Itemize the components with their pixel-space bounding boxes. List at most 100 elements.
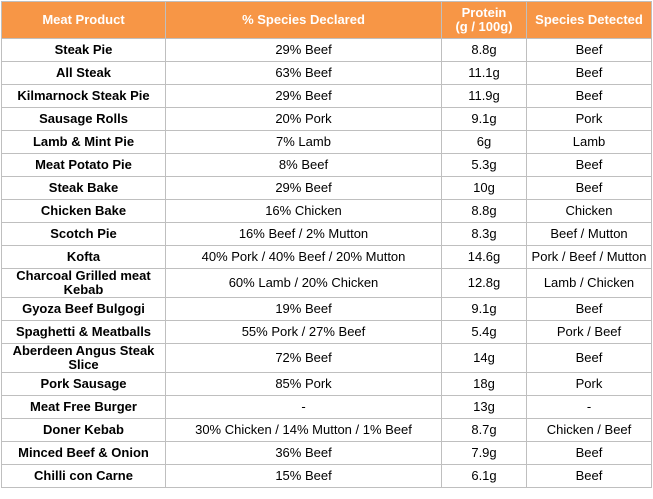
product-cell: Scotch Pie: [1, 222, 166, 246]
product-cell: Minced Beef & Onion: [1, 441, 166, 465]
data-cell: Beef: [526, 153, 652, 177]
data-cell: 6.1g: [441, 464, 527, 488]
table-row: Aberdeen Angus Steak Slice 72% Beef 14g Bee…: [1, 343, 652, 373]
data-cell: 8.3g: [441, 222, 527, 246]
product-cell: Charcoal Grilled meat Kebab: [1, 268, 166, 298]
data-cell: 9.1g: [441, 107, 527, 131]
data-cell: 60% Lamb / 20% Chicken: [165, 268, 442, 298]
data-cell: Chicken: [526, 199, 652, 223]
table-row: Meat Free Burger -13g -: [1, 395, 652, 419]
data-cell: 12.8g: [441, 268, 527, 298]
data-cell: Beef: [526, 61, 652, 85]
data-cell: Lamb / Chicken: [526, 268, 652, 298]
data-cell: 36% Beef: [165, 441, 442, 465]
data-cell: 29% Beef: [165, 38, 442, 62]
product-cell: Doner Kebab: [1, 418, 166, 442]
product-cell: Chilli con Carne: [1, 464, 166, 488]
data-cell: Beef: [526, 297, 652, 321]
product-cell: All Steak: [1, 61, 166, 85]
data-cell: Lamb: [526, 130, 652, 154]
header-row: Meat Product% Species Declared Protein (g…: [1, 1, 652, 39]
data-cell: Beef: [526, 176, 652, 200]
product-cell: Pork Sausage: [1, 372, 166, 396]
data-cell: Pork / Beef: [526, 320, 652, 344]
data-cell: 9.1g: [441, 297, 527, 321]
table-row: Kofta 40% Pork / 40% Beef / 20% Mutton 14.…: [1, 245, 652, 269]
header-cell: Protein (g / 100g): [441, 1, 527, 39]
table-row: Lamb & Mint Pie 7% Lamb 6g Lamb: [1, 130, 652, 154]
header-cell: % Species Declared: [165, 1, 442, 39]
table-row: Minced Beef & Onion 36% Beef 7.9g Beef: [1, 441, 652, 465]
data-cell: 14g: [441, 343, 527, 373]
data-cell: Beef: [526, 441, 652, 465]
data-cell: Pork / Beef / Mutton: [526, 245, 652, 269]
product-cell: Steak Pie: [1, 38, 166, 62]
data-cell: Beef / Mutton: [526, 222, 652, 246]
data-cell: 5.3g: [441, 153, 527, 177]
data-cell: Beef: [526, 84, 652, 108]
data-cell: 19% Beef: [165, 297, 442, 321]
table-row: Steak Pie 29% Beef 8.8g Beef: [1, 38, 652, 62]
data-cell: 8.7g: [441, 418, 527, 442]
table-row: Chilli con Carne 15% Beef 6.1g Beef: [1, 464, 652, 488]
data-cell: 55% Pork / 27% Beef: [165, 320, 442, 344]
table-row: Spaghetti & Meatballs 55% Pork / 27% Beef…: [1, 320, 652, 344]
product-cell: Lamb & Mint Pie: [1, 130, 166, 154]
data-cell: 11.1g: [441, 61, 527, 85]
table-row: Pork Sausage 85% Pork 18g Pork: [1, 372, 652, 396]
product-cell: Kofta: [1, 245, 166, 269]
data-cell: 16% Chicken: [165, 199, 442, 223]
header-cell: Meat Product: [1, 1, 166, 39]
data-cell: Beef: [526, 464, 652, 488]
data-cell: 7% Lamb: [165, 130, 442, 154]
product-cell: Meat Free Burger: [1, 395, 166, 419]
data-cell: Pork: [526, 107, 652, 131]
product-cell: Meat Potato Pie: [1, 153, 166, 177]
data-cell: 30% Chicken / 14% Mutton / 1% Beef: [165, 418, 442, 442]
table-row: Meat Potato Pie 8% Beef 5.3g Beef: [1, 153, 652, 177]
data-cell: 16% Beef / 2% Mutton: [165, 222, 442, 246]
data-cell: Chicken / Beef: [526, 418, 652, 442]
data-cell: 8.8g: [441, 38, 527, 62]
product-cell: Steak Bake: [1, 176, 166, 200]
table-body: Steak Pie 29% Beef 8.8g Beef All Steak 63% Be…: [1, 38, 652, 488]
data-cell: -: [165, 395, 442, 419]
table-row: Charcoal Grilled meat Kebab 60% Lamb / 20…: [1, 268, 652, 298]
table-row: Steak Bake 29% Beef 10g Beef: [1, 176, 652, 200]
data-cell: 7.9g: [441, 441, 527, 465]
data-cell: 72% Beef: [165, 343, 442, 373]
table-row: Sausage Rolls 20% Pork 9.1g Pork: [1, 107, 652, 131]
table-row: Kilmarnock Steak Pie 29% Beef 11.9g Beef: [1, 84, 652, 108]
table-row: All Steak 63% Beef 11.1g Beef: [1, 61, 652, 85]
product-cell: Aberdeen Angus Steak Slice: [1, 343, 166, 373]
product-cell: Gyoza Beef Bulgogi: [1, 297, 166, 321]
header-cell: Species Detected: [526, 1, 652, 39]
data-cell: 14.6g: [441, 245, 527, 269]
data-cell: 85% Pork: [165, 372, 442, 396]
data-cell: 6g: [441, 130, 527, 154]
meat-table: Meat Product% Species Declared Protein (g…: [1, 1, 652, 488]
data-cell: 18g: [441, 372, 527, 396]
data-cell: 8.8g: [441, 199, 527, 223]
table-row: Scotch Pie 16% Beef / 2% Mutton 8.3g Beef /…: [1, 222, 652, 246]
product-cell: Chicken Bake: [1, 199, 166, 223]
product-cell: Sausage Rolls: [1, 107, 166, 131]
data-cell: 63% Beef: [165, 61, 442, 85]
data-cell: 20% Pork: [165, 107, 442, 131]
data-cell: Pork: [526, 372, 652, 396]
data-cell: 11.9g: [441, 84, 527, 108]
data-cell: 40% Pork / 40% Beef / 20% Mutton: [165, 245, 442, 269]
data-cell: -: [526, 395, 652, 419]
data-cell: Beef: [526, 343, 652, 373]
data-cell: 29% Beef: [165, 176, 442, 200]
table-row: Chicken Bake 16% Chicken 8.8g Chicken: [1, 199, 652, 223]
data-cell: 13g: [441, 395, 527, 419]
data-cell: Beef: [526, 38, 652, 62]
data-cell: 8% Beef: [165, 153, 442, 177]
product-cell: Kilmarnock Steak Pie: [1, 84, 166, 108]
table-row: Gyoza Beef Bulgogi 19% Beef 9.1g Beef: [1, 297, 652, 321]
product-cell: Spaghetti & Meatballs: [1, 320, 166, 344]
data-cell: 15% Beef: [165, 464, 442, 488]
table-row: Doner Kebab 30% Chicken / 14% Mutton / 1%…: [1, 418, 652, 442]
